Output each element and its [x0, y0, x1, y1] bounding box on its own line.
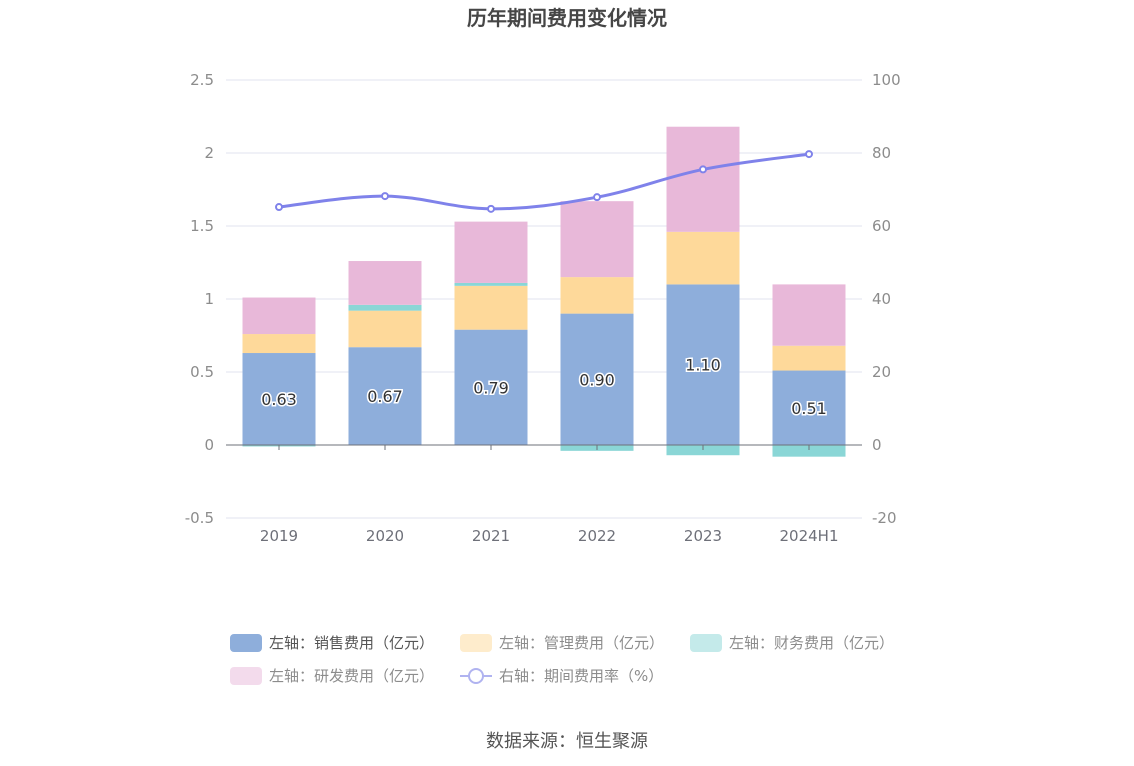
bars [242, 126, 846, 457]
legend-item[interactable]: 左轴：销售费用（亿元） [230, 634, 434, 652]
x-tick-label: 2019 [260, 527, 298, 545]
y-left-tick-label: 0 [204, 436, 214, 454]
bar-segment [454, 285, 528, 330]
x-tick-label: 2022 [578, 527, 616, 545]
bar-segment [772, 445, 846, 457]
rate-line-path [278, 152, 810, 211]
x-tick-label: 2024H1 [780, 527, 839, 545]
legend-label: 右轴：期间费用率（%） [499, 667, 663, 685]
bar-segment [348, 310, 422, 348]
grid-lines [226, 79, 862, 519]
bar-segment [666, 445, 740, 456]
x-tick-label: 2023 [684, 527, 722, 545]
y-right-tick-label: 80 [872, 144, 891, 162]
y-right-tick-label: 0 [872, 436, 882, 454]
legend: 左轴：销售费用（亿元） 左轴：管理费用（亿元） 左轴：财务费用（亿元） 左轴：研发费用… [230, 634, 894, 685]
y-right-tick-label: 20 [872, 363, 891, 381]
bar-segment [348, 304, 422, 311]
y-right-tick-label: 60 [872, 217, 891, 235]
bar-segment [772, 370, 846, 445]
bar-segment [242, 353, 316, 445]
bar-segment [560, 313, 634, 445]
bar-segment [348, 261, 422, 305]
bar-segment [242, 297, 316, 335]
legend-item[interactable]: 右轴：期间费用率（%） [460, 667, 663, 685]
x-tick-label: 2020 [366, 527, 404, 545]
rate-line [275, 150, 813, 213]
bar-value-label: 0.51 [791, 399, 827, 418]
legend-label: 左轴：研发费用（亿元） [269, 667, 434, 685]
y-right-tick-label: 40 [872, 290, 891, 308]
legend-swatch [230, 634, 262, 652]
bar-segment [666, 126, 740, 232]
legend-label: 左轴：管理费用（亿元） [499, 634, 664, 652]
bar-segment [454, 282, 528, 286]
left-axis: -0.5 0 0.5 1 1.5 2 2.5 [185, 71, 214, 527]
bar-value-label: 0.67 [367, 387, 403, 406]
bar-segment [454, 329, 528, 445]
legend-item[interactable]: 左轴：财务费用（亿元） [690, 634, 894, 652]
right-axis: -20 0 20 40 60 80 100 [872, 71, 901, 527]
rate-point [699, 165, 707, 174]
bar-value-label: 0.79 [473, 378, 509, 397]
bar-segment [560, 201, 634, 278]
zero-axis [226, 444, 862, 450]
bar-segment [666, 284, 740, 445]
rate-point [487, 204, 495, 213]
x-tick-label: 2021 [472, 527, 510, 545]
rate-point [275, 203, 283, 212]
source-note: 数据来源：恒生聚源 [486, 731, 648, 752]
y-left-tick-label: 2.5 [190, 71, 214, 89]
bar-value-label: 1.10 [685, 356, 721, 375]
y-left-tick-label: 0.5 [190, 363, 214, 381]
rate-point [593, 193, 601, 202]
bar-value-label: 0.90 [579, 370, 615, 389]
bar-segment [454, 221, 528, 283]
bar-segment [242, 334, 316, 354]
legend-swatch-marker [468, 668, 484, 684]
bar-segment [772, 284, 846, 346]
legend-label: 左轴：销售费用（亿元） [269, 634, 434, 652]
bar-segment [348, 347, 422, 445]
y-right-tick-label: -20 [872, 509, 897, 527]
rate-point [805, 150, 813, 159]
rate-point [381, 192, 389, 201]
y-left-tick-label: 1.5 [190, 217, 214, 235]
bar-value-label: 0.63 [261, 390, 297, 409]
legend-label: 左轴：财务费用（亿元） [729, 634, 894, 652]
x-axis: 2019 2020 2021 2022 2023 2024H1 [260, 527, 839, 545]
legend-swatch [460, 634, 492, 652]
chart-title: 历年期间费用变化情况 [467, 6, 667, 30]
y-right-tick-label: 100 [872, 71, 901, 89]
bar-segment [772, 345, 846, 371]
data-labels: 0.63 0.67 0.79 0.90 1.10 0.51 [260, 354, 829, 419]
legend-swatch [690, 634, 722, 652]
y-left-tick-label: 2 [204, 144, 214, 162]
legend-swatch [230, 667, 262, 685]
legend-item[interactable]: 左轴：研发费用（亿元） [230, 667, 434, 685]
y-left-tick-label: -0.5 [185, 509, 214, 527]
y-left-tick-label: 1 [204, 290, 214, 308]
bar-segment [560, 277, 634, 314]
legend-item[interactable]: 左轴：管理费用（亿元） [460, 634, 664, 652]
bar-segment [666, 231, 740, 285]
